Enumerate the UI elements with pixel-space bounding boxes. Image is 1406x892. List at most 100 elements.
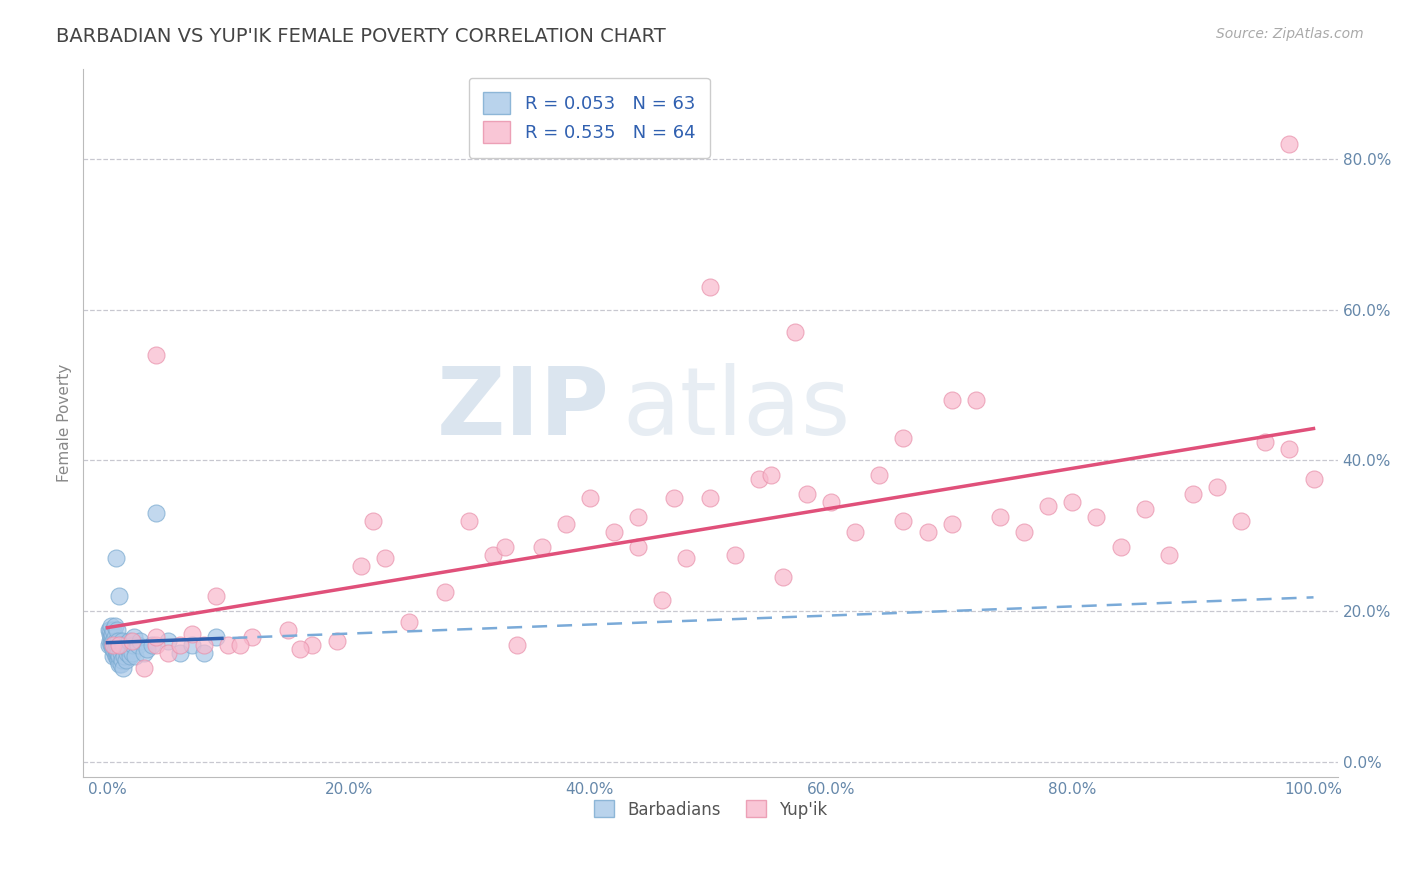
Legend: Barbadians, Yup'ik: Barbadians, Yup'ik: [588, 794, 834, 825]
Point: [100, 638, 122, 652]
Point: [145, 506, 167, 520]
Point: [965, 393, 987, 408]
Point: [121, 638, 143, 652]
Point: [97, 638, 120, 652]
Point: [1302, 472, 1324, 486]
Point: [111, 653, 134, 667]
Point: [374, 551, 396, 566]
Point: [941, 393, 963, 408]
Y-axis label: Female Poverty: Female Poverty: [58, 364, 72, 482]
Point: [122, 631, 145, 645]
Point: [180, 626, 202, 640]
Point: [988, 509, 1011, 524]
Point: [104, 634, 127, 648]
Point: [240, 631, 263, 645]
Point: [205, 589, 228, 603]
Point: [103, 623, 125, 637]
Point: [132, 660, 155, 674]
Point: [101, 626, 124, 640]
Point: [108, 638, 131, 652]
Point: [156, 634, 179, 648]
Point: [114, 653, 136, 667]
Point: [1038, 499, 1060, 513]
Point: [120, 649, 142, 664]
Point: [772, 570, 794, 584]
Point: [699, 280, 721, 294]
Point: [180, 638, 202, 652]
Point: [145, 638, 167, 652]
Point: [145, 631, 167, 645]
Text: Source: ZipAtlas.com: Source: ZipAtlas.com: [1216, 27, 1364, 41]
Point: [193, 646, 215, 660]
Point: [759, 468, 782, 483]
Point: [1278, 136, 1301, 151]
Point: [627, 509, 650, 524]
Point: [627, 540, 650, 554]
Point: [111, 634, 134, 648]
Point: [664, 491, 686, 505]
Point: [361, 514, 384, 528]
Point: [112, 638, 135, 652]
Point: [494, 540, 516, 554]
Point: [1157, 548, 1180, 562]
Point: [118, 634, 141, 648]
Point: [103, 641, 125, 656]
Point: [121, 634, 143, 648]
Point: [101, 634, 124, 648]
Point: [103, 638, 125, 652]
Point: [169, 638, 191, 652]
Point: [107, 653, 129, 667]
Point: [107, 646, 129, 660]
Point: [277, 623, 299, 637]
Point: [121, 646, 143, 660]
Point: [98, 634, 121, 648]
Point: [108, 638, 131, 652]
Point: [434, 585, 457, 599]
Point: [844, 524, 866, 539]
Point: [124, 649, 146, 664]
Point: [129, 634, 152, 648]
Point: [105, 646, 128, 660]
Point: [1206, 480, 1229, 494]
Point: [100, 619, 122, 633]
Point: [141, 638, 163, 652]
Point: [1254, 434, 1277, 449]
Point: [108, 589, 131, 603]
Point: [783, 325, 806, 339]
Point: [107, 634, 129, 648]
Point: [103, 649, 125, 664]
Point: [820, 495, 842, 509]
Point: [103, 634, 125, 648]
Point: [145, 348, 167, 362]
Point: [917, 524, 939, 539]
Point: [100, 631, 122, 645]
Point: [325, 634, 347, 648]
Point: [229, 638, 252, 652]
Point: [115, 646, 138, 660]
Point: [108, 657, 131, 671]
Point: [117, 641, 139, 656]
Point: [103, 638, 125, 652]
Point: [110, 657, 132, 671]
Point: [530, 540, 553, 554]
Point: [105, 649, 128, 664]
Point: [101, 631, 124, 645]
Point: [1012, 524, 1035, 539]
Point: [112, 649, 135, 664]
Point: [205, 631, 228, 645]
Point: [105, 638, 128, 652]
Point: [105, 623, 128, 637]
Point: [104, 649, 127, 664]
Point: [579, 491, 602, 505]
Point: [108, 649, 131, 664]
Point: [98, 626, 121, 640]
Point: [104, 631, 127, 645]
Point: [350, 558, 373, 573]
Point: [458, 514, 481, 528]
Point: [1085, 509, 1108, 524]
Point: [104, 646, 127, 660]
Point: [868, 468, 890, 483]
Point: [796, 487, 818, 501]
Point: [699, 491, 721, 505]
Point: [217, 638, 239, 652]
